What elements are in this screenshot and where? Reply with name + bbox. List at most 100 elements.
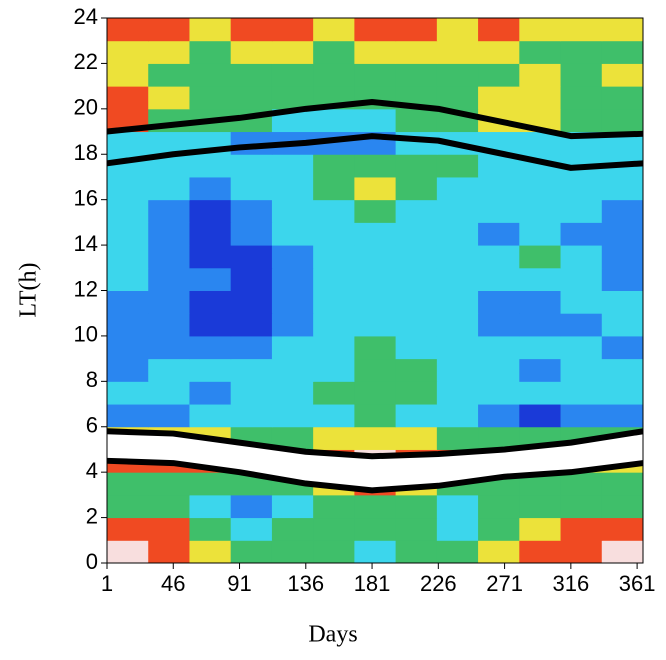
heat-cell [313, 381, 355, 405]
heat-cell [189, 290, 232, 314]
heat-cell [519, 40, 562, 64]
heat-cell [519, 267, 562, 291]
heat-cell [395, 131, 438, 155]
heat-cell [478, 358, 520, 382]
heat-cell [436, 199, 479, 223]
heat-cell [313, 63, 355, 87]
heat-cell [230, 335, 273, 360]
heat-cell [271, 290, 314, 314]
heat-cell [354, 404, 397, 428]
heat-cell [271, 267, 314, 291]
heat-cell [395, 313, 438, 337]
heat-cell [478, 404, 520, 428]
heat-cell [313, 517, 355, 541]
heat-cell [313, 426, 355, 450]
heat-cell [395, 222, 438, 246]
heat-cell [271, 63, 314, 87]
heat-cell [148, 63, 190, 87]
heat-cell [107, 267, 149, 291]
y-tick-label: 20 [74, 95, 98, 120]
heat-cell [230, 494, 273, 519]
heat-cell [354, 199, 397, 223]
heat-cell [189, 63, 232, 87]
heat-cell [601, 63, 644, 87]
heat-cell [313, 540, 355, 564]
x-tick-label: 1 [101, 571, 113, 596]
heat-cell [271, 245, 314, 269]
heat-cell [395, 381, 438, 405]
heat-cell [601, 517, 644, 541]
heat-cell [107, 517, 149, 541]
y-tick-label: 4 [86, 458, 98, 483]
heat-cell [148, 154, 190, 178]
heat-cell [560, 108, 603, 133]
heat-cell [148, 267, 190, 291]
heat-cell [230, 63, 273, 87]
heat-cell [478, 540, 520, 564]
heat-cell [230, 517, 273, 541]
heat-cell [189, 176, 232, 201]
heat-cell [601, 245, 644, 269]
heat-cell [436, 18, 479, 42]
heat-cell [148, 335, 190, 360]
heat-cell [436, 540, 479, 564]
heat-cell [478, 494, 520, 519]
heat-cell [230, 290, 273, 314]
heat-cell [436, 335, 479, 360]
heat-cell [189, 313, 232, 337]
heat-cell [271, 86, 314, 110]
heat-cell [354, 176, 397, 201]
heat-cell [148, 540, 190, 564]
heat-cell [478, 335, 520, 360]
heat-cell [271, 540, 314, 564]
heat-cell [478, 63, 520, 87]
heat-cell [395, 517, 438, 541]
heat-cell [519, 290, 562, 314]
heat-cell [601, 108, 644, 133]
y-axis-label: LT(h) [16, 262, 42, 317]
heat-cell [436, 40, 479, 64]
heat-cell [519, 313, 562, 337]
heat-cell [436, 381, 479, 405]
heat-cell [230, 404, 273, 428]
heat-cell [519, 86, 562, 110]
heat-cell [354, 154, 397, 178]
y-tick-label: 10 [74, 322, 98, 347]
x-tick-label: 226 [420, 571, 457, 596]
heat-cell [436, 245, 479, 269]
heat-cell [189, 18, 232, 42]
heat-cell [107, 494, 149, 519]
y-tick-label: 2 [86, 503, 98, 528]
heat-cell [560, 404, 603, 428]
heat-cell [313, 40, 355, 64]
heat-cell [189, 267, 232, 291]
heat-cell [601, 222, 644, 246]
heat-cell [560, 381, 603, 405]
heat-cell [354, 313, 397, 337]
heat-cell [601, 290, 644, 314]
line [106, 428, 644, 460]
heat-cell [107, 86, 149, 110]
heat-cell [230, 154, 273, 178]
heat-cell [436, 426, 479, 450]
heat-cell [354, 245, 397, 269]
heat-cell [107, 176, 149, 201]
heat-cell [560, 18, 603, 42]
heat-cell [271, 18, 314, 42]
heat-cell [313, 404, 355, 428]
heat-cell [601, 540, 644, 564]
heat-cell [560, 267, 603, 291]
heat-cell [519, 358, 562, 382]
y-tick-label: 16 [74, 185, 98, 210]
heat-cell [107, 472, 149, 496]
x-tick-label: 361 [619, 571, 656, 596]
heat-cell [189, 154, 232, 178]
heat-cell [354, 63, 397, 87]
heat-cell [436, 222, 479, 246]
heat-cell [560, 540, 603, 564]
heat-cell [395, 108, 438, 133]
heat-cell [395, 335, 438, 360]
heat-cell [560, 313, 603, 337]
line [106, 99, 644, 140]
